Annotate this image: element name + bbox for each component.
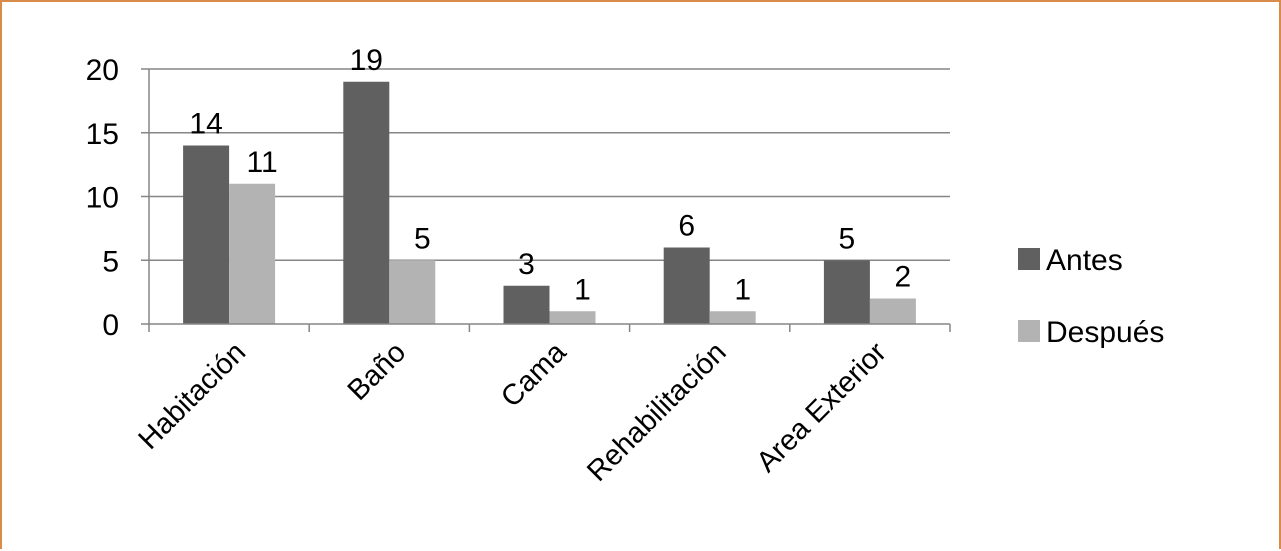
bar-antes xyxy=(183,145,230,324)
category-label: Area Exterior xyxy=(751,336,894,479)
data-label: 2 xyxy=(895,261,912,294)
y-tick-label: 15 xyxy=(86,118,119,151)
legend-label: Después xyxy=(1046,316,1164,349)
data-label: 5 xyxy=(414,222,431,255)
category-label: Rehabilitación xyxy=(581,336,732,487)
bar-después xyxy=(389,260,436,324)
data-label: 14 xyxy=(189,108,222,141)
bar-antes xyxy=(503,285,550,324)
x-category-labels: Habitación Baño Cama Rehabilitación Area Ext… xyxy=(133,336,894,488)
y-tick-labels: 0 5 10 15 20 xyxy=(86,54,119,342)
bar-después xyxy=(869,298,916,324)
axes xyxy=(141,68,951,332)
bar-después xyxy=(709,311,756,324)
data-label: 5 xyxy=(839,222,856,255)
category-label: Baño xyxy=(342,336,413,407)
y-tick-label: 0 xyxy=(102,309,119,342)
legend-swatch-antes xyxy=(1018,248,1040,270)
category-label: Habitación xyxy=(133,336,253,456)
data-label: 6 xyxy=(678,210,695,243)
bar-antes xyxy=(823,260,870,324)
data-label: 1 xyxy=(734,273,751,306)
legend-swatch-después xyxy=(1018,320,1040,342)
bar-después xyxy=(549,311,596,324)
data-label: 3 xyxy=(518,248,535,281)
gridlines xyxy=(149,68,950,261)
bar-antes xyxy=(663,247,710,324)
legend: Antes Después xyxy=(1018,244,1164,349)
bars xyxy=(183,81,916,324)
legend-label: Antes xyxy=(1046,244,1123,277)
data-label: 1 xyxy=(574,273,591,306)
data-label: 11 xyxy=(247,146,278,179)
bar-antes xyxy=(343,81,390,324)
category-label: Cama xyxy=(495,336,573,414)
y-tick-label: 10 xyxy=(86,182,119,215)
y-tick-label: 20 xyxy=(86,54,119,87)
data-label: 19 xyxy=(350,44,383,77)
bar-después xyxy=(229,183,276,324)
y-tick-label: 5 xyxy=(102,245,119,278)
data-labels: 14 11 19 5 3 1 6 1 5 2 xyxy=(189,44,911,307)
